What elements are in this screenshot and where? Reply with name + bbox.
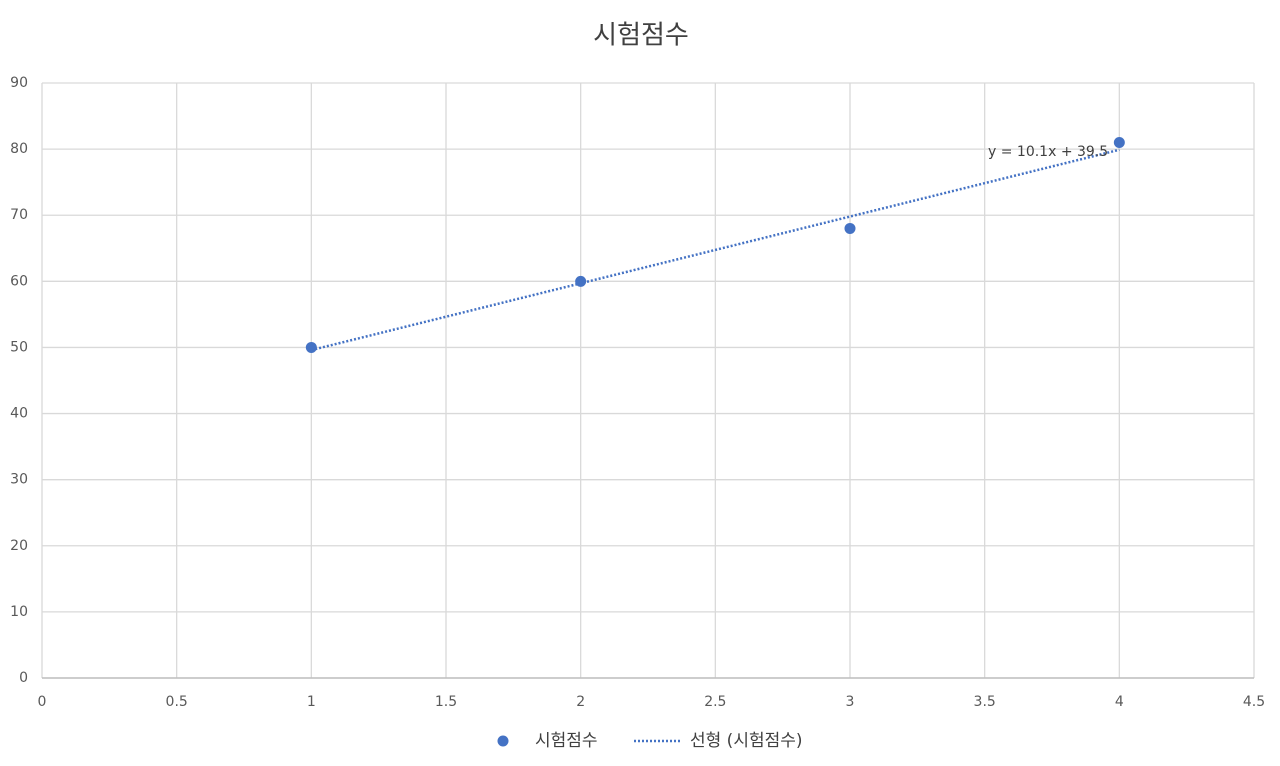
- x-tick-label: 4.5: [1243, 694, 1265, 710]
- annotation: y = 10.1x + 39.5: [988, 144, 1108, 160]
- x-tick-label: 2: [576, 694, 585, 710]
- y-tick-label: 10: [10, 604, 28, 620]
- y-tick-label: 20: [10, 538, 28, 554]
- point: [575, 275, 587, 287]
- x-tick-label: 1.5: [435, 694, 457, 710]
- y-tick-label: 80: [10, 141, 28, 157]
- x-tick-label: 3: [846, 694, 855, 710]
- y-tick-label: 60: [10, 273, 28, 289]
- y-tick-label: 40: [10, 406, 28, 422]
- x-tick-label: 0: [38, 694, 47, 710]
- x-tick-label: 3.5: [974, 694, 996, 710]
- point: [1113, 137, 1125, 148]
- y-tick-label: 30: [10, 472, 28, 488]
- legend-label: 선형 (시험점수): [690, 731, 803, 751]
- y-tick-label: 50: [10, 339, 28, 355]
- trendline: [311, 148, 1120, 352]
- x-tick-label: 1: [307, 694, 316, 710]
- x-tick-label: 2.5: [704, 694, 726, 710]
- x-tick-label: 4: [1115, 694, 1124, 710]
- y-tick-label: 0: [19, 670, 28, 686]
- legend-marker: [497, 735, 509, 747]
- chart-title: 시험점수: [593, 21, 689, 51]
- point: [305, 341, 317, 353]
- x-tick-label: 0.5: [166, 694, 188, 710]
- point: [844, 222, 856, 234]
- y-tick-label: 70: [10, 207, 28, 223]
- y-tick-label: 90: [10, 75, 28, 91]
- legend-label: 시험점수: [535, 731, 598, 751]
